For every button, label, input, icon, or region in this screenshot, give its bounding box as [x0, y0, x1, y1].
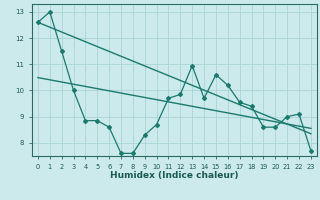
- X-axis label: Humidex (Indice chaleur): Humidex (Indice chaleur): [110, 171, 239, 180]
